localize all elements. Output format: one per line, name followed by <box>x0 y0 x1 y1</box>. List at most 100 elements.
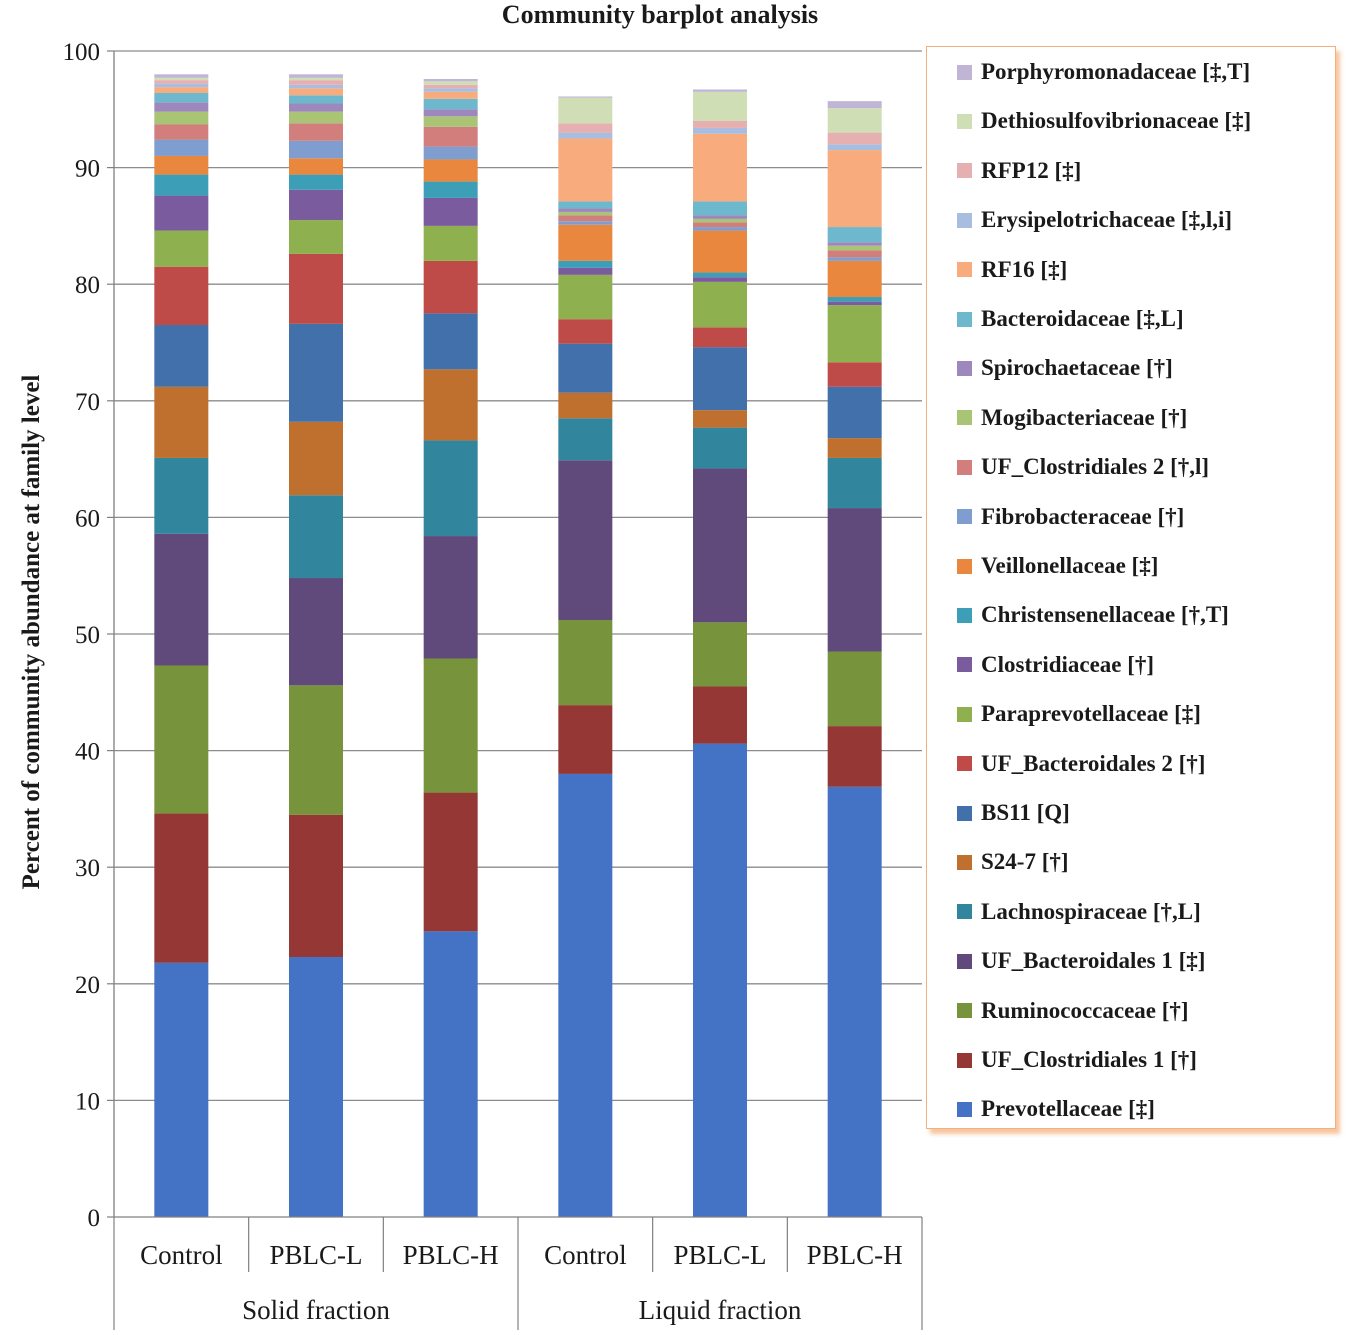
legend-label: Veillonellaceae [‡] <box>981 553 1159 578</box>
legend-label: Dethiosulfovibrionaceae [‡] <box>981 108 1252 134</box>
bar-segment <box>423 313 478 370</box>
bar-segment <box>558 224 613 261</box>
bar-segment <box>827 301 882 306</box>
legend-swatch <box>957 509 972 525</box>
bar-segment <box>289 253 343 324</box>
legend-item: UF_Clostridiales 1 [†] <box>957 1043 1197 1077</box>
bar-segment <box>558 97 613 124</box>
bar-segment <box>693 222 747 228</box>
bar-segment <box>558 201 613 209</box>
bar-segment <box>693 230 747 273</box>
bar-segment <box>827 386 882 439</box>
group-label: Solid fraction <box>242 1295 390 1325</box>
legend-label: Lachnospiraceae [†,L] <box>981 898 1201 924</box>
legend-label: UF_Bacteroidales 2 [†] <box>981 750 1206 776</box>
bar-segment <box>423 88 478 92</box>
y-tick-label: 80 <box>75 272 100 299</box>
bar-segment <box>289 174 343 190</box>
bar-segment <box>558 274 613 320</box>
bar-segment <box>154 665 209 814</box>
legend-item: Dethiosulfovibrionaceae [‡] <box>957 104 1251 138</box>
bar-segment <box>154 102 209 112</box>
y-tick-label: 10 <box>75 1088 100 1115</box>
bar-segment <box>154 124 209 140</box>
bar-segment <box>289 95 343 104</box>
bar-segment <box>289 74 343 78</box>
bar-segment <box>154 139 209 156</box>
legend-swatch <box>957 657 972 673</box>
legend-label: RF16 [‡] <box>981 256 1068 282</box>
legend-label: Paraprevotellaceae [‡] <box>981 701 1201 727</box>
bar-segment <box>558 138 613 202</box>
bar-segment <box>423 78 478 82</box>
bar-segment <box>827 362 882 387</box>
bar-segment <box>693 89 747 92</box>
bar-segment <box>154 111 209 125</box>
legend-item: Ruminococcaceae [†] <box>957 994 1189 1028</box>
bar-segment <box>558 208 613 212</box>
bar-segment <box>827 101 882 109</box>
y-tick-label: 90 <box>75 156 100 183</box>
legend-item: Spirochaetaceae [†] <box>957 351 1173 385</box>
bar-segment <box>693 133 747 202</box>
bar-segment <box>558 705 613 774</box>
bars <box>154 74 882 1217</box>
group-label: Liquid fraction <box>639 1295 802 1325</box>
legend-swatch <box>957 558 972 574</box>
bar-segment <box>693 218 747 223</box>
bar-segment <box>289 80 343 85</box>
bar-segment <box>693 410 747 428</box>
bar-segment <box>827 227 882 243</box>
bar-segment <box>693 468 747 623</box>
bar-segment <box>827 245 882 251</box>
legend-item: Veillonellaceae [‡] <box>957 549 1158 583</box>
bar-segment <box>423 126 478 147</box>
bar-segment <box>693 120 747 128</box>
bar-segment <box>154 195 209 231</box>
legend-item: Mogibacteriaceae [†] <box>957 401 1187 435</box>
bar-segment <box>289 111 343 124</box>
legend-swatch <box>957 904 972 920</box>
legend-swatch <box>957 311 972 327</box>
bar-segment <box>558 773 613 1217</box>
bar-segment <box>423 931 478 1217</box>
bar-segment <box>827 250 882 258</box>
bar-segment <box>289 495 343 579</box>
legend-label: Fibrobacteraceae [†] <box>981 503 1185 529</box>
legend-item: Christensenellaceae [†,T] <box>957 598 1229 632</box>
bar-segment <box>154 266 209 326</box>
legend-item: S24-7 [†] <box>957 845 1069 879</box>
bar-segment <box>289 421 343 496</box>
bar-segment <box>423 440 478 537</box>
legend-item: RF16 [‡] <box>957 253 1067 287</box>
bar-segment <box>693 201 747 216</box>
bar-segment <box>693 127 747 134</box>
x-tick-label: PBLC-H <box>807 1240 903 1270</box>
bar-segment <box>693 327 747 348</box>
bar-segment <box>154 83 209 88</box>
chart-title: Community barplot analysis <box>501 0 819 29</box>
bar-segment <box>154 533 209 666</box>
bar-segment <box>827 108 882 133</box>
bar-segment <box>693 272 747 278</box>
bar-segment <box>289 123 343 141</box>
bar-segment <box>423 369 478 441</box>
legend-label: Christensenellaceae [†,T] <box>981 602 1229 628</box>
bar-segment <box>154 457 209 534</box>
bar-segment <box>289 158 343 175</box>
bar-segment <box>289 956 343 1217</box>
legend-item: Bacteroidaceae [‡,L] <box>957 302 1184 336</box>
bar-segment <box>827 305 882 363</box>
bar-segment <box>693 215 747 219</box>
bar-segment <box>558 215 613 222</box>
bar-segment <box>423 197 478 226</box>
bar-segment <box>423 225 478 261</box>
y-tick-label: 20 <box>75 972 100 999</box>
bar-segment <box>693 91 747 121</box>
legend-swatch <box>957 262 972 278</box>
bar-segment <box>423 116 478 127</box>
bar-segment <box>289 103 343 112</box>
y-tick-label: 100 <box>63 39 101 66</box>
gridlines <box>114 50 922 1102</box>
bar-segment <box>289 220 343 254</box>
